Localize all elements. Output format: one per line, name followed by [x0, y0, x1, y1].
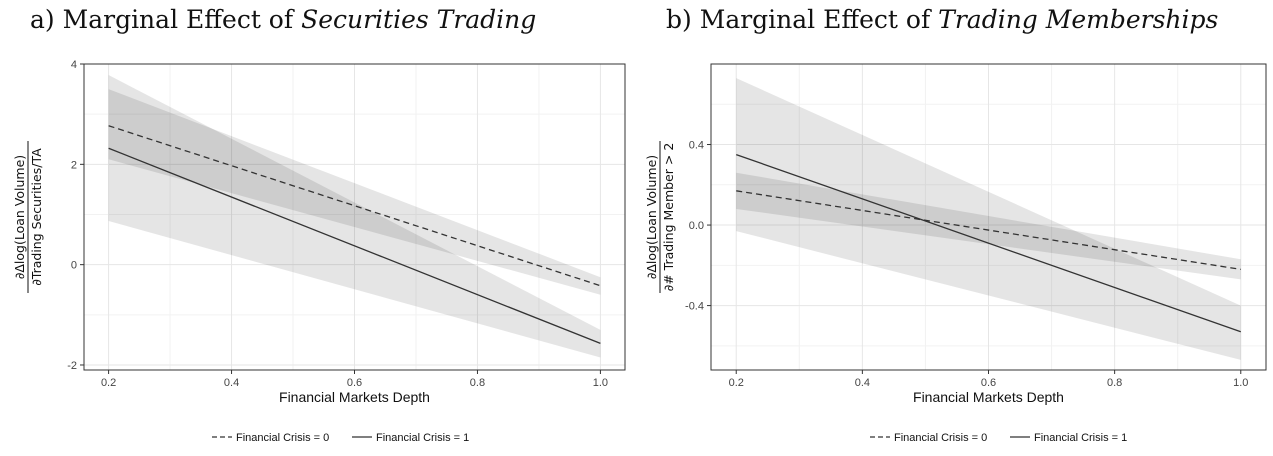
confidence-band-2: [736, 78, 1241, 360]
chart-title: b) Marginal Effect of Trading Membership…: [666, 5, 1218, 34]
chart-panel-b: b) Marginal Effect of Trading Membership…: [644, 5, 1267, 444]
y-tick-label: -0.4: [685, 301, 704, 313]
y-tick-label: -2: [67, 360, 77, 372]
legend: Financial Crisis = 0 Financial Crisis = 1: [870, 432, 1127, 444]
gridlines: [84, 63, 625, 370]
x-tick-label: 0.6: [981, 377, 996, 389]
y-axis-title: ∂Δlog(Loan Volume) ∂# Trading Member > 2: [644, 141, 676, 293]
chart-panel-a: a) Marginal Effect of Securities Trading…: [12, 5, 626, 444]
panel-label: a): [30, 5, 63, 34]
confidence-band-1: [108, 89, 601, 295]
x-tick-label: 0.2: [729, 377, 744, 389]
x-tick-label: 0.8: [470, 377, 485, 389]
y-tick-label: 0: [71, 260, 77, 272]
y-axis-numerator: ∂Δlog(Loan Volume): [644, 155, 659, 279]
chart-title: a) Marginal Effect of Securities Trading: [30, 5, 536, 34]
title-italic: Securities Trading: [301, 5, 536, 34]
x-tick-label: 0.2: [101, 377, 116, 389]
series-line-1: [736, 190, 1241, 270]
panel-label: b): [666, 5, 700, 34]
y-tick-label: 4: [71, 59, 77, 71]
legend-label-2: Financial Crisis = 1: [376, 432, 469, 444]
y-tick-label: 0.0: [689, 220, 704, 232]
series-line-1: [108, 125, 601, 287]
y-axis-numerator: ∂Δlog(Loan Volume): [12, 155, 27, 279]
x-axis-title: Financial Markets Depth: [913, 389, 1064, 405]
x-tick-label: 0.4: [855, 377, 870, 389]
series-line-2: [108, 147, 601, 345]
x-tick-label: 0.8: [1107, 377, 1122, 389]
y-axis-denominator: ∂Trading Securities/TA: [29, 148, 44, 286]
x-tick-label: 0.6: [347, 377, 362, 389]
series-line-2: [736, 153, 1241, 333]
x-tick-label: 1.0: [1233, 377, 1248, 389]
gridlines: [711, 64, 1266, 370]
title-plain: Marginal Effect of: [63, 5, 301, 34]
legend: Financial Crisis = 0 Financial Crisis = 1: [212, 432, 469, 444]
confidence-band-2: [108, 75, 601, 358]
legend-label-1: Financial Crisis = 0: [894, 432, 987, 444]
legend-label-2: Financial Crisis = 1: [1034, 432, 1127, 444]
x-axis-title: Financial Markets Depth: [279, 389, 430, 405]
y-tick-label: 2: [71, 159, 77, 171]
title-italic: Trading Memberships: [938, 5, 1218, 34]
y-tick-label: 0.4: [689, 140, 704, 152]
x-tick-label: 0.4: [224, 377, 239, 389]
legend-label-1: Financial Crisis = 0: [236, 432, 329, 444]
x-tick-label: 1.0: [593, 377, 608, 389]
y-axis-title: ∂Δlog(Loan Volume) ∂Trading Securities/TA: [12, 141, 44, 293]
title-plain: Marginal Effect of: [700, 5, 938, 34]
y-axis-denominator: ∂# Trading Member > 2: [661, 143, 676, 292]
